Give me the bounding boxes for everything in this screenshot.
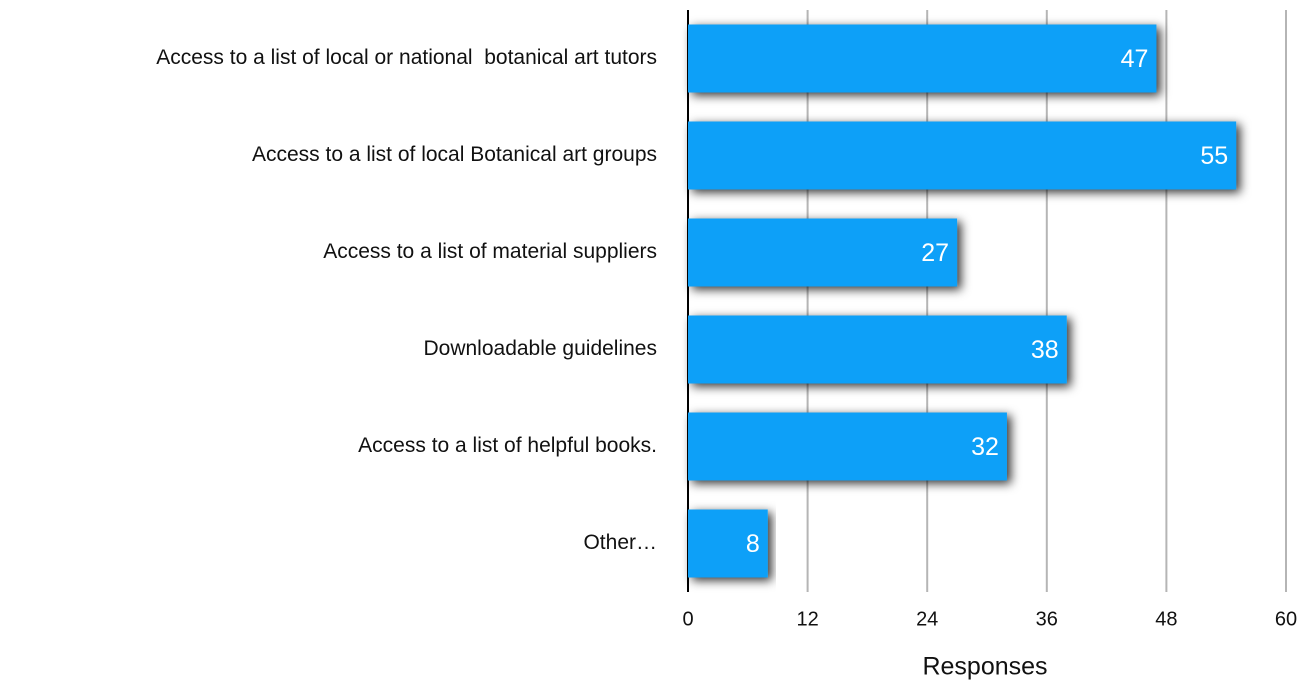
x-axis-title: Responses [922,653,1047,681]
y-tick-label: Access to a list of helpful books. [358,434,657,457]
bar [688,121,1237,190]
value-label: 55 [1200,142,1228,170]
value-label: 8 [746,530,760,558]
bar [688,412,1007,481]
y-tick-label: Access to a list of local Botanical art … [252,143,657,166]
value-label: 32 [971,433,999,461]
value-label: 47 [1121,45,1149,73]
y-tick-label: Downloadable guidelines [423,337,657,360]
x-tick-label: 60 [1275,608,1297,630]
y-tick-label: Access to a list of material suppliers [323,240,657,263]
x-tick-label: 24 [916,608,938,630]
value-label: 27 [921,239,949,267]
x-tick-label: 48 [1155,608,1177,630]
y-tick-label: Access to a list of local or national bo… [156,46,657,69]
x-tick-label: 36 [1036,608,1058,630]
x-tick-label: 0 [682,608,693,630]
bar [688,218,958,287]
x-tick-label: 12 [796,608,818,630]
bar [688,315,1067,384]
bar [688,24,1157,93]
value-label: 38 [1031,336,1059,364]
y-tick-label: Other… [583,531,657,554]
bar [688,509,768,578]
